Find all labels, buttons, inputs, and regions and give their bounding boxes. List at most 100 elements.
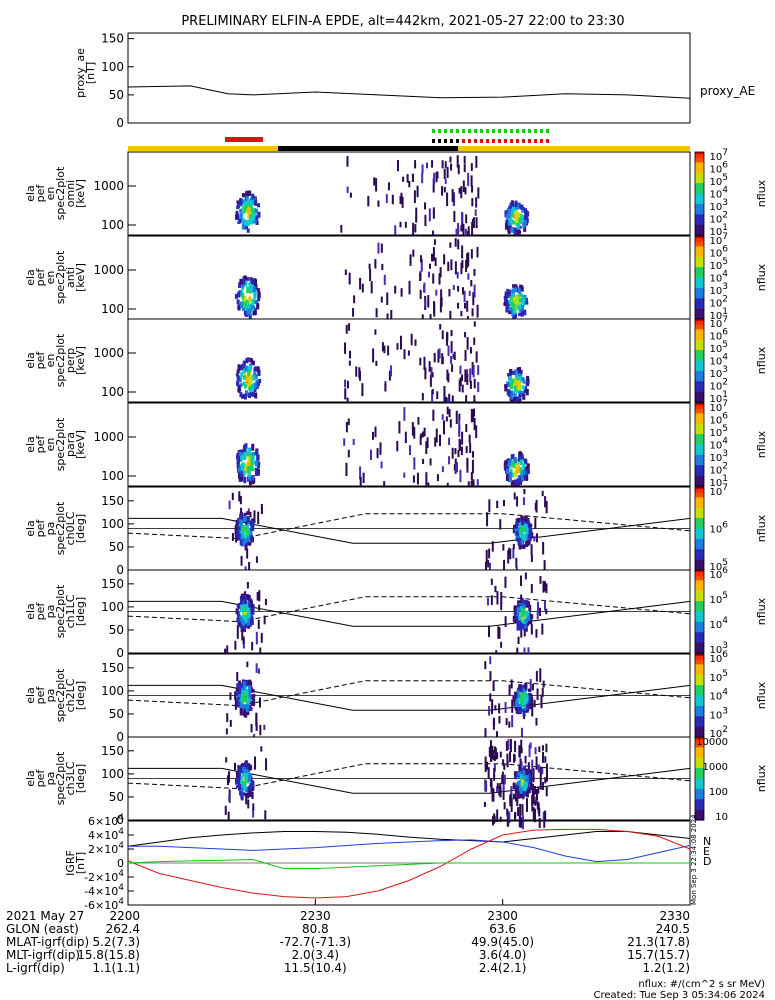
spectrogram-cell <box>394 225 397 235</box>
spectrogram-cell <box>527 786 531 790</box>
colorbar-tick-label: 104 <box>710 437 729 452</box>
spectrogram-cell <box>374 259 377 269</box>
proxy-ae-frame <box>127 32 691 124</box>
spectrogram-cell <box>457 449 460 458</box>
colorbar-tick-label: 104 <box>710 688 729 703</box>
spectrogram-cell <box>380 296 383 303</box>
x-row-value: 2230 <box>300 909 331 923</box>
spectrogram-cell <box>511 480 515 487</box>
colorbar-segment <box>695 499 704 503</box>
spectrogram-cell <box>239 301 243 309</box>
spectrogram-cell <box>407 350 410 356</box>
spectrogram-cell <box>432 247 435 261</box>
spectrogram-cell <box>416 185 419 198</box>
spectrogram-cell <box>529 617 533 625</box>
spectrogram-cell <box>544 810 547 821</box>
colorbar-segment <box>695 459 704 462</box>
spectrogram-cell <box>492 717 495 730</box>
spectrogram-cell <box>246 704 250 710</box>
colorbar-segment <box>695 724 704 728</box>
spectrogram-cell <box>239 392 243 398</box>
colorbar-segment <box>695 605 704 608</box>
spectrogram-cell <box>420 255 423 263</box>
spectrogram-cell <box>522 698 526 705</box>
spectrogram-cell <box>243 785 247 791</box>
colorbar-tick-label: 107 <box>710 483 728 498</box>
spectrogram-cell <box>521 304 525 311</box>
y-tick-label: 100 <box>101 385 124 399</box>
colorbar-tick-label: 106 <box>710 328 729 343</box>
colorbar-segment <box>695 158 704 161</box>
colorbar-segment <box>695 205 704 209</box>
spectrogram-cell <box>368 263 371 269</box>
spectrogram-cell <box>237 604 241 609</box>
spectrogram-cell <box>512 543 515 550</box>
igrf-legend-label: E <box>703 845 710 858</box>
colorbar-segment <box>695 350 704 353</box>
spectrogram-cell <box>493 815 496 823</box>
spectrogram-cell <box>241 696 245 703</box>
spectrogram-cell <box>240 793 244 801</box>
spectrogram-cell <box>248 785 252 789</box>
spectrogram-cell <box>245 531 249 537</box>
colorbar-segment <box>695 258 704 262</box>
spectrogram-cell <box>520 454 524 460</box>
spectrogram-cell <box>252 693 256 698</box>
igrf-legend-label: N <box>703 835 711 848</box>
spectrogram-cell <box>344 269 347 276</box>
spectrogram-cell <box>243 393 247 399</box>
colorbar-segment <box>695 784 704 788</box>
spectrogram-cell <box>460 262 463 275</box>
spectrogram-cell <box>390 309 393 323</box>
spectrogram-cell <box>404 221 407 228</box>
spectrogram-cell <box>470 279 473 287</box>
spectrogram-cell <box>225 757 228 763</box>
spectrogram-cell <box>524 707 528 713</box>
spectrogram-cell <box>241 217 245 222</box>
colorbar-segment <box>695 617 704 621</box>
colorbar-label: nflux <box>755 597 768 625</box>
colorbar-segment <box>695 296 704 299</box>
spectrogram-cell <box>515 521 519 529</box>
spectrogram-cell <box>494 705 497 711</box>
spectrogram-cell <box>257 211 261 218</box>
colorbar-segment <box>695 300 704 303</box>
colorbar-segment <box>695 489 704 492</box>
colorbar-segment <box>695 399 704 403</box>
spectrogram-cell <box>518 292 522 297</box>
colorbar-tick-label: 106 <box>710 412 729 427</box>
spectrogram-cell <box>531 794 534 806</box>
spectrogram-cell <box>263 615 266 625</box>
colorbar-tick-label: 105 <box>710 669 728 684</box>
colorbar-segment <box>695 670 704 674</box>
colorbar-segment <box>695 501 704 505</box>
spectrogram-cell <box>523 309 527 316</box>
colorbar-segment <box>695 440 704 444</box>
panel-ylabel-line: ela <box>24 269 37 286</box>
spectrogram-cell <box>253 366 257 370</box>
colorbar-segment <box>695 277 704 281</box>
colorbar-segment <box>695 623 704 627</box>
spectrogram-cell <box>420 433 423 439</box>
colorbar-segment <box>695 753 704 757</box>
x-row-label: L-igrf(dip) <box>6 961 65 975</box>
spectrogram-cell <box>249 460 253 465</box>
spectrogram-cell <box>254 373 258 379</box>
green-marker <box>528 129 531 133</box>
spectrogram-cell <box>494 746 497 753</box>
spectrogram-cell <box>518 455 522 462</box>
panel-frame <box>127 318 691 403</box>
green-marker <box>450 129 453 133</box>
spectrogram-cell <box>248 685 252 692</box>
green-marker <box>534 129 537 133</box>
spectrogram-cell <box>529 782 533 789</box>
spectrogram-cell <box>399 335 402 350</box>
spectrogram-cell <box>523 647 526 655</box>
y-tick-label: 0 <box>116 646 124 660</box>
spectrogram-cell <box>510 211 514 218</box>
spectrogram-cell <box>256 592 259 601</box>
colorbar-segment <box>695 333 704 337</box>
spectrogram-cell <box>260 503 263 514</box>
colorbar-segment <box>695 536 704 540</box>
